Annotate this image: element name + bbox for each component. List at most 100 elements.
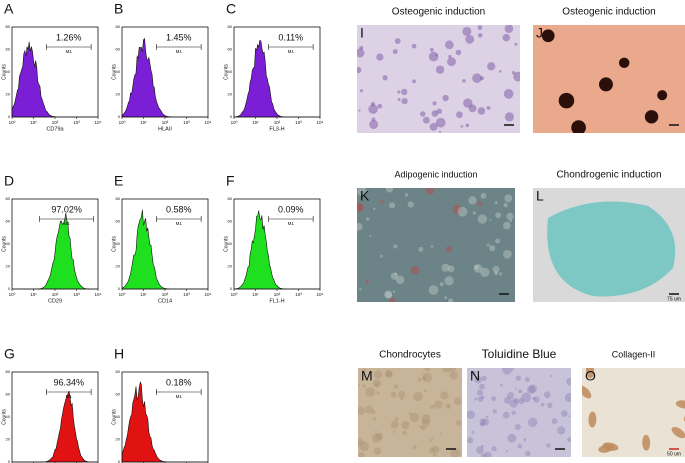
y-tick-label: 20 <box>228 264 233 269</box>
nodule <box>598 77 613 92</box>
x-tick-label: 10⁴ <box>205 292 212 297</box>
texture-dot <box>420 111 426 117</box>
texture-dot <box>524 377 530 383</box>
texture-dot <box>503 203 508 208</box>
texture <box>358 368 462 457</box>
y-tick-label: 20 <box>6 92 11 97</box>
texture-dot <box>384 370 393 378</box>
texture-dot <box>394 272 398 276</box>
texture-dot <box>465 123 470 128</box>
texture-dot <box>412 79 416 84</box>
y-tick-label: 20 <box>6 264 11 269</box>
nodule <box>558 92 575 109</box>
x-tick-label: 10³ <box>295 120 302 125</box>
texture-dot <box>365 279 369 284</box>
x-tick-label: 10⁰ <box>119 292 126 297</box>
x-tick-label: 10⁰ <box>9 292 16 297</box>
panel-letter: G <box>4 346 15 362</box>
texture-dot <box>457 206 468 217</box>
texture-dot <box>394 384 399 389</box>
y-tick-label: 40 <box>228 69 233 74</box>
x-tick-label: 10² <box>162 120 169 125</box>
texture-dot <box>404 193 409 197</box>
texture-dot <box>372 416 377 421</box>
y-axis-label: Counts <box>223 236 229 252</box>
y-tick-label: 0 <box>230 286 233 291</box>
texture <box>582 368 685 453</box>
texture-dot <box>374 370 383 379</box>
cell <box>642 434 651 451</box>
texture-dot <box>359 45 364 51</box>
gate-label: M1 <box>63 221 70 226</box>
texture-dot <box>511 410 516 416</box>
texture-dot <box>557 426 566 435</box>
texture-dot <box>382 75 388 81</box>
texture-dot <box>384 290 393 299</box>
x-axis-label: FL3-H <box>269 126 284 132</box>
y-tick-label: 0 <box>118 459 121 463</box>
texture-dot <box>358 406 366 416</box>
x-tick-label: 10⁰ <box>231 292 238 297</box>
texture-dot <box>401 420 410 430</box>
texture-dot <box>449 371 458 380</box>
texture-dot <box>504 25 514 33</box>
y-tick-label: 0 <box>8 459 11 463</box>
texture-dot <box>439 282 444 287</box>
texture-dot <box>371 117 376 122</box>
texture-dot <box>526 385 536 394</box>
texture-dot <box>495 212 502 219</box>
texture-dot <box>369 234 372 237</box>
y-tick-label: 0 <box>230 114 233 119</box>
texture-dot <box>491 396 497 402</box>
cell <box>588 411 597 428</box>
texture-dot <box>513 397 519 404</box>
x-tick-label: 10² <box>52 120 59 125</box>
texture-dot <box>503 249 512 259</box>
panel-letter: M <box>361 368 373 384</box>
texture-dot <box>471 430 475 434</box>
micrograph-image <box>467 368 571 457</box>
texture-dot <box>503 396 511 404</box>
texture-dot <box>477 396 484 402</box>
texture-dot <box>357 202 363 212</box>
texture-dot <box>368 104 378 114</box>
histogram <box>233 210 320 290</box>
texture-dot <box>429 439 433 443</box>
y-tick-label: 80 <box>6 369 11 374</box>
gate-label: M1 <box>288 221 295 226</box>
texture-dot <box>440 391 449 400</box>
panel-title: Adipogenic induction <box>394 169 477 179</box>
texture-dot <box>504 112 514 122</box>
texture-dot <box>514 424 521 431</box>
micrograph: O 50 um <box>582 368 685 457</box>
texture-dot <box>476 389 483 396</box>
texture-dot <box>455 49 462 56</box>
nodule <box>618 57 630 69</box>
nodule <box>644 110 659 124</box>
panel-letter: O <box>585 368 596 384</box>
texture-dot <box>421 414 431 424</box>
texture-dot <box>480 267 490 277</box>
texture-dot <box>431 445 440 454</box>
texture-dot <box>401 88 408 96</box>
y-tick-label: 20 <box>116 437 121 442</box>
texture-dot <box>502 368 513 375</box>
texture-dot <box>472 73 482 83</box>
texture-dot <box>499 272 503 276</box>
texture-dot <box>358 109 361 112</box>
texture-dot <box>372 379 381 388</box>
texture-dot <box>358 438 364 447</box>
y-tick-label: 80 <box>228 24 233 29</box>
nodule <box>571 120 586 133</box>
gate-label: M1 <box>66 394 73 399</box>
y-tick-label: 40 <box>6 69 11 74</box>
texture-dot <box>473 264 483 273</box>
texture-dot <box>434 400 443 409</box>
texture-dot <box>435 54 438 57</box>
percent-label: 1.45% <box>166 32 192 42</box>
texture-dot <box>450 448 461 457</box>
gate-label: M1 <box>176 221 183 226</box>
texture-dot <box>506 212 514 220</box>
y-tick-label: 80 <box>6 24 11 29</box>
texture-dot <box>481 444 484 448</box>
